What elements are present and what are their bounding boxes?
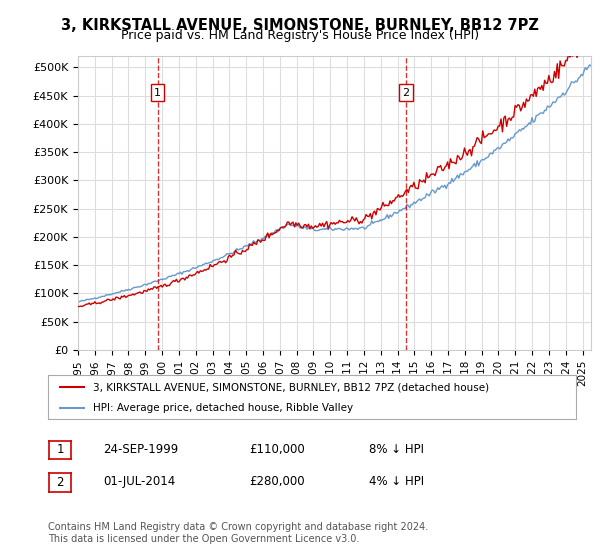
Text: 3, KIRKSTALL AVENUE, SIMONSTONE, BURNLEY, BB12 7PZ (detached house): 3, KIRKSTALL AVENUE, SIMONSTONE, BURNLEY…: [93, 382, 489, 393]
Text: Price paid vs. HM Land Registry's House Price Index (HPI): Price paid vs. HM Land Registry's House …: [121, 29, 479, 42]
Text: 1: 1: [154, 88, 161, 98]
Text: £280,000: £280,000: [249, 475, 305, 488]
Text: 3, KIRKSTALL AVENUE, SIMONSTONE, BURNLEY, BB12 7PZ: 3, KIRKSTALL AVENUE, SIMONSTONE, BURNLEY…: [61, 18, 539, 33]
Text: 1: 1: [56, 444, 64, 456]
Text: 4% ↓ HPI: 4% ↓ HPI: [369, 475, 424, 488]
Text: Contains HM Land Registry data © Crown copyright and database right 2024.
This d: Contains HM Land Registry data © Crown c…: [48, 522, 428, 544]
Text: HPI: Average price, detached house, Ribble Valley: HPI: Average price, detached house, Ribb…: [93, 403, 353, 413]
Text: 2: 2: [403, 88, 410, 98]
Text: £110,000: £110,000: [249, 442, 305, 456]
Text: 8% ↓ HPI: 8% ↓ HPI: [369, 442, 424, 456]
Text: 24-SEP-1999: 24-SEP-1999: [103, 442, 178, 456]
Text: 2: 2: [56, 476, 64, 489]
Text: 01-JUL-2014: 01-JUL-2014: [103, 475, 175, 488]
